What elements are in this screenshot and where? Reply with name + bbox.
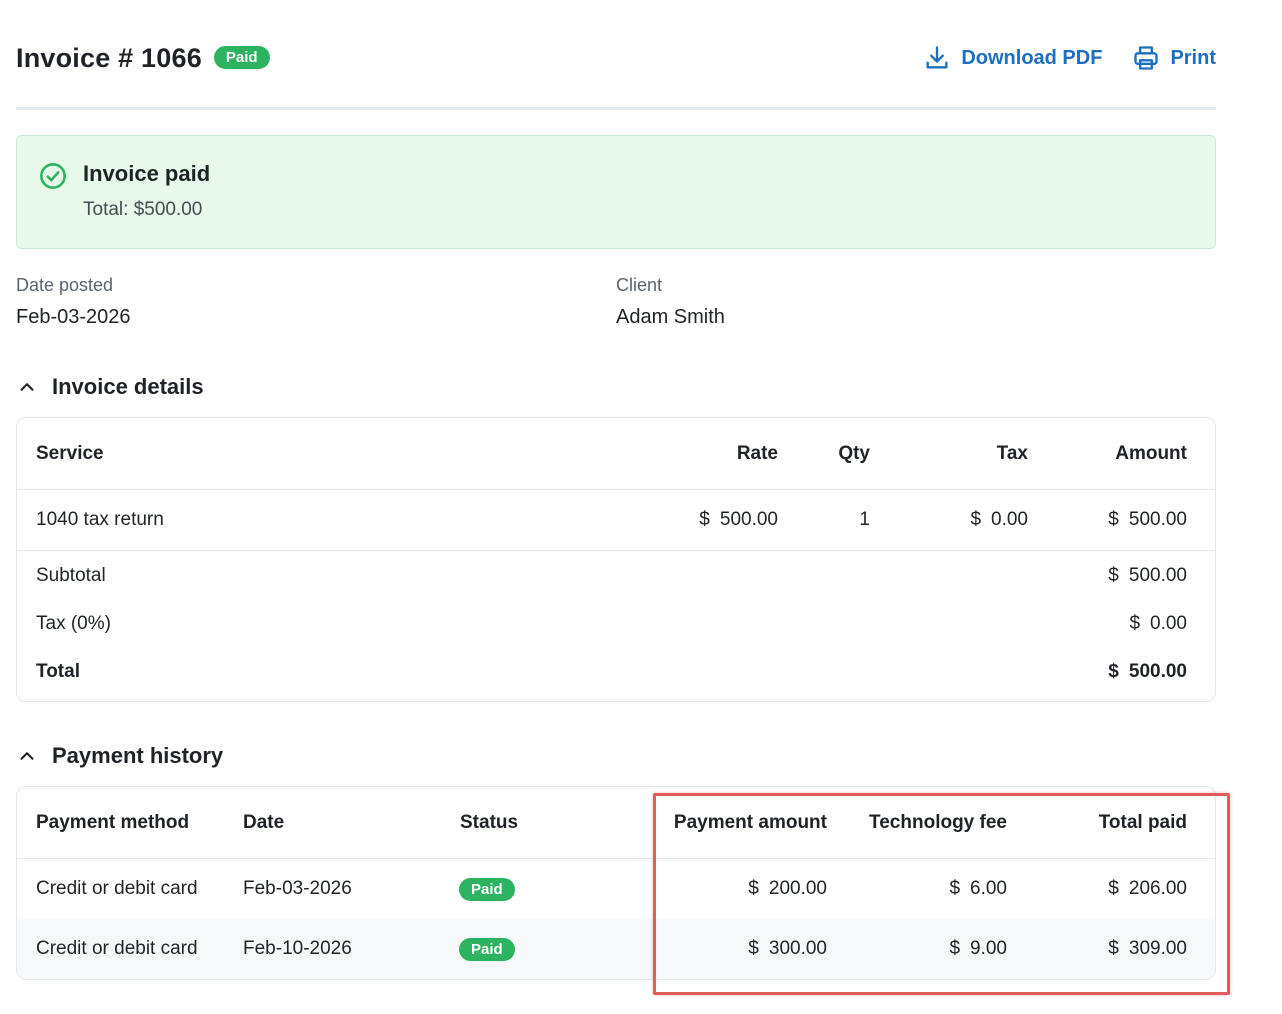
payment-method: Credit or debit card bbox=[36, 878, 198, 899]
rate-amount: 500.00 bbox=[719, 509, 778, 530]
payment-amount: $ 300.00 bbox=[748, 938, 827, 960]
header-actions: Download PDF Print bbox=[923, 44, 1216, 72]
total-amount: 500.00 bbox=[1128, 661, 1187, 682]
technology-fee: $ 9.00 bbox=[949, 938, 1007, 960]
total-label: Total bbox=[36, 661, 80, 682]
subtotal-label: Subtotal bbox=[36, 565, 106, 586]
table-divider bbox=[17, 858, 1215, 859]
payment-method: Credit or debit card bbox=[36, 938, 198, 959]
header-divider bbox=[16, 107, 1216, 110]
payment-amount-value: 300.00 bbox=[768, 938, 827, 959]
qty-value: 1 bbox=[859, 509, 870, 530]
date-posted-label: Date posted bbox=[16, 275, 114, 295]
total-paid: $ 309.00 bbox=[1108, 938, 1187, 960]
subtotal-amount: 500.00 bbox=[1128, 565, 1187, 586]
currency-symbol: $ bbox=[1108, 661, 1119, 682]
currency-symbol: $ bbox=[748, 938, 759, 959]
column-header-rate: Rate bbox=[736, 443, 778, 464]
subtotal-value: $ 500.00 bbox=[1108, 565, 1187, 587]
line-amount: 500.00 bbox=[1128, 509, 1187, 530]
banner-title: Invoice paid bbox=[83, 161, 211, 186]
table-header-row: Payment method Date Status Payment amoun… bbox=[17, 787, 1215, 859]
summary-row-total: Total $ 500.00 bbox=[17, 647, 1215, 695]
download-pdf-button[interactable]: Download PDF bbox=[923, 44, 1102, 72]
currency-symbol: $ bbox=[949, 938, 961, 959]
total-paid-value: 206.00 bbox=[1128, 878, 1187, 899]
currency-symbol: $ bbox=[1108, 509, 1119, 530]
currency-symbol: $ bbox=[699, 509, 710, 530]
column-header-payment-method: Payment method bbox=[36, 812, 190, 833]
payment-history-toggle[interactable]: Payment history bbox=[16, 743, 223, 769]
rate-value: $ 500.00 bbox=[699, 509, 778, 531]
total-paid-value: 309.00 bbox=[1128, 938, 1187, 959]
column-header-service: Service bbox=[36, 443, 104, 464]
download-icon bbox=[926, 46, 948, 69]
client-value: Adam Smith bbox=[616, 306, 725, 328]
service-name: 1040 tax return bbox=[36, 509, 164, 530]
column-header-status: Status bbox=[460, 812, 519, 833]
tax-amount: 0.00 bbox=[991, 509, 1028, 530]
currency-symbol: $ bbox=[748, 878, 759, 899]
tax-label: Tax (0%) bbox=[36, 613, 111, 634]
page-title: Invoice # 1066 bbox=[16, 42, 202, 73]
payment-date: Feb-10-2026 bbox=[243, 938, 352, 959]
currency-symbol: $ bbox=[1129, 613, 1141, 634]
table-header-row: Service Rate Qty Tax Amount bbox=[17, 418, 1215, 490]
payment-amount: $ 200.00 bbox=[748, 878, 827, 900]
currency-symbol: $ bbox=[949, 878, 961, 899]
invoice-paid-banner: Invoice paid Total: $500.00 bbox=[16, 135, 1216, 249]
currency-symbol: $ bbox=[970, 509, 982, 530]
status-badge: Paid bbox=[459, 938, 515, 961]
tax-summary-amount: 0.00 bbox=[1150, 613, 1187, 634]
invoice-details-heading: Invoice details bbox=[52, 374, 204, 399]
column-header-qty: Qty bbox=[838, 443, 870, 464]
technology-fee-value: 6.00 bbox=[970, 878, 1007, 899]
technology-fee-value: 9.00 bbox=[970, 938, 1007, 959]
download-pdf-label: Download PDF bbox=[961, 46, 1103, 69]
print-label: Print bbox=[1170, 46, 1216, 69]
tax-value: $ 0.00 bbox=[970, 509, 1028, 531]
payment-history-table: Payment method Date Status Payment amoun… bbox=[16, 786, 1216, 980]
column-header-payment-amount: Payment amount bbox=[673, 812, 827, 833]
status-badge: Paid bbox=[213, 45, 270, 69]
date-posted-value: Feb-03-2026 bbox=[16, 306, 131, 328]
table-divider bbox=[17, 489, 1215, 490]
invoice-details-table: Service Rate Qty Tax Amount 1040 tax ret… bbox=[16, 417, 1216, 702]
invoice-details-toggle[interactable]: Invoice details bbox=[16, 374, 204, 400]
currency-symbol: $ bbox=[1108, 878, 1119, 899]
table-divider bbox=[17, 550, 1215, 551]
summary-row-subtotal: Subtotal $ 500.00 bbox=[17, 551, 1215, 599]
technology-fee: $ 6.00 bbox=[949, 878, 1007, 900]
column-header-amount: Amount bbox=[1115, 443, 1187, 464]
table-row: 1040 tax return $ 500.00 1 $ 0.00 $ 500.… bbox=[17, 490, 1215, 551]
client-label: Client bbox=[616, 275, 663, 295]
amount-value: $ 500.00 bbox=[1108, 509, 1187, 531]
banner-total: Total: $500.00 bbox=[83, 199, 203, 220]
column-header-total-paid: Total paid bbox=[1098, 812, 1187, 833]
column-header-date: Date bbox=[243, 812, 285, 833]
total-paid: $ 206.00 bbox=[1108, 878, 1187, 900]
printer-icon bbox=[1134, 46, 1159, 70]
column-header-tax: Tax bbox=[996, 443, 1028, 464]
chevron-up-icon bbox=[20, 752, 34, 760]
page-header: Invoice # 1066 Paid Download PDF Print bbox=[16, 38, 1216, 78]
column-header-technology-fee: Technology fee bbox=[869, 812, 1007, 833]
chevron-up-icon bbox=[20, 383, 34, 391]
currency-symbol: $ bbox=[1108, 565, 1119, 586]
currency-symbol: $ bbox=[1108, 938, 1119, 959]
table-row: Credit or debit card Feb-10-2026 Paid $ … bbox=[17, 919, 1215, 979]
payment-amount-value: 200.00 bbox=[768, 878, 827, 899]
table-row: Credit or debit card Feb-03-2026 Paid $ … bbox=[17, 859, 1215, 919]
tax-summary-value: $ 0.00 bbox=[1129, 613, 1187, 635]
total-value: $ 500.00 bbox=[1108, 661, 1187, 683]
payment-date: Feb-03-2026 bbox=[243, 878, 352, 899]
print-button[interactable]: Print bbox=[1132, 44, 1216, 72]
status-badge: Paid bbox=[459, 878, 515, 901]
summary-row-tax: Tax (0%) $ 0.00 bbox=[17, 599, 1215, 647]
check-circle-icon bbox=[40, 163, 66, 189]
payment-history-heading: Payment history bbox=[52, 743, 224, 768]
